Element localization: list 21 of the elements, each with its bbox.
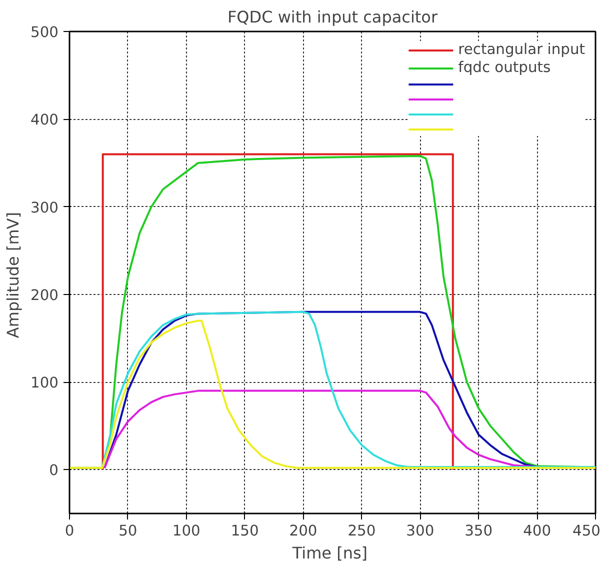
x-tick-label: 100 — [172, 522, 200, 540]
x-tick-label: 300 — [406, 522, 434, 540]
chart-title: FQDC with input capacitor — [227, 8, 438, 26]
y-tick-label: 200 — [30, 286, 59, 304]
x-tick-label: 200 — [289, 522, 318, 540]
y-tick-label: 0 — [49, 462, 59, 480]
y-tick-label: 100 — [30, 374, 59, 392]
x-tick-label: 150 — [230, 522, 259, 540]
x-tick-label: 0 — [64, 522, 74, 540]
x-tick-label: 350 — [464, 522, 493, 540]
legend-label: fqdc outputs — [458, 59, 551, 76]
x-tick-label: 450 — [572, 522, 601, 540]
x-axis-title: Time [ns] — [291, 544, 368, 562]
y-tick-label: 500 — [30, 24, 59, 41]
y-axis-title: Amplitude [mV] — [4, 212, 23, 338]
x-tick-label: 400 — [523, 522, 552, 540]
y-tick-label: 400 — [30, 112, 59, 129]
x-tick-label: 50 — [118, 522, 138, 540]
x-tick-label: 250 — [348, 522, 376, 540]
legend-label: rectangular input — [458, 41, 585, 58]
y-tick-label: 300 — [30, 199, 59, 216]
